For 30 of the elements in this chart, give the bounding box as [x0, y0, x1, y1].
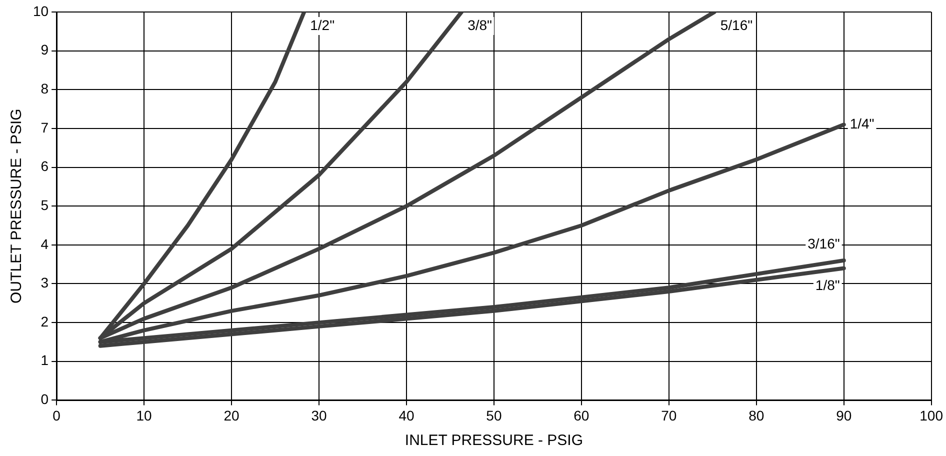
x-tick-label: 90	[836, 407, 852, 424]
y-tick-label: 3	[40, 274, 49, 291]
y-tick-label: 9	[40, 42, 49, 58]
series-label: 3/16"	[808, 235, 840, 252]
x-tick-label: 50	[486, 407, 502, 424]
y-axis-title: OUTLET PRESSURE - PSIG	[8, 108, 26, 304]
x-tick-label: 20	[224, 407, 240, 424]
x-tick-label: 0	[52, 407, 61, 424]
x-tick-label: 40	[398, 407, 414, 424]
y-tick-label: 8	[40, 80, 49, 96]
y-tick-label: 5	[40, 196, 49, 213]
series-label: 1/8"	[815, 277, 840, 294]
y-tick-label: 2	[40, 313, 49, 330]
y-tick-label: 7	[40, 119, 49, 136]
y-tick-label: 1	[40, 352, 49, 368]
series-label: 3/8"	[468, 16, 492, 33]
x-tick-label: 10	[136, 407, 152, 424]
y-tick-label: 0	[40, 391, 49, 408]
x-tick-label: 30	[311, 407, 327, 424]
y-tick-label: 6	[40, 158, 49, 174]
series-label: 1/4"	[850, 115, 874, 132]
x-tick-label: 60	[574, 407, 590, 424]
x-tick-label: 70	[661, 407, 677, 424]
x-tick-label: 100	[920, 407, 944, 424]
x-axis-title: INLET PRESSURE - PSIG	[404, 432, 583, 450]
y-tick-label: 4	[40, 236, 49, 252]
series-label: 5/16"	[720, 16, 753, 33]
series-label: 1/2"	[310, 16, 335, 33]
x-tick-label: 80	[748, 407, 764, 424]
y-tick-label: 10	[32, 2, 49, 19]
